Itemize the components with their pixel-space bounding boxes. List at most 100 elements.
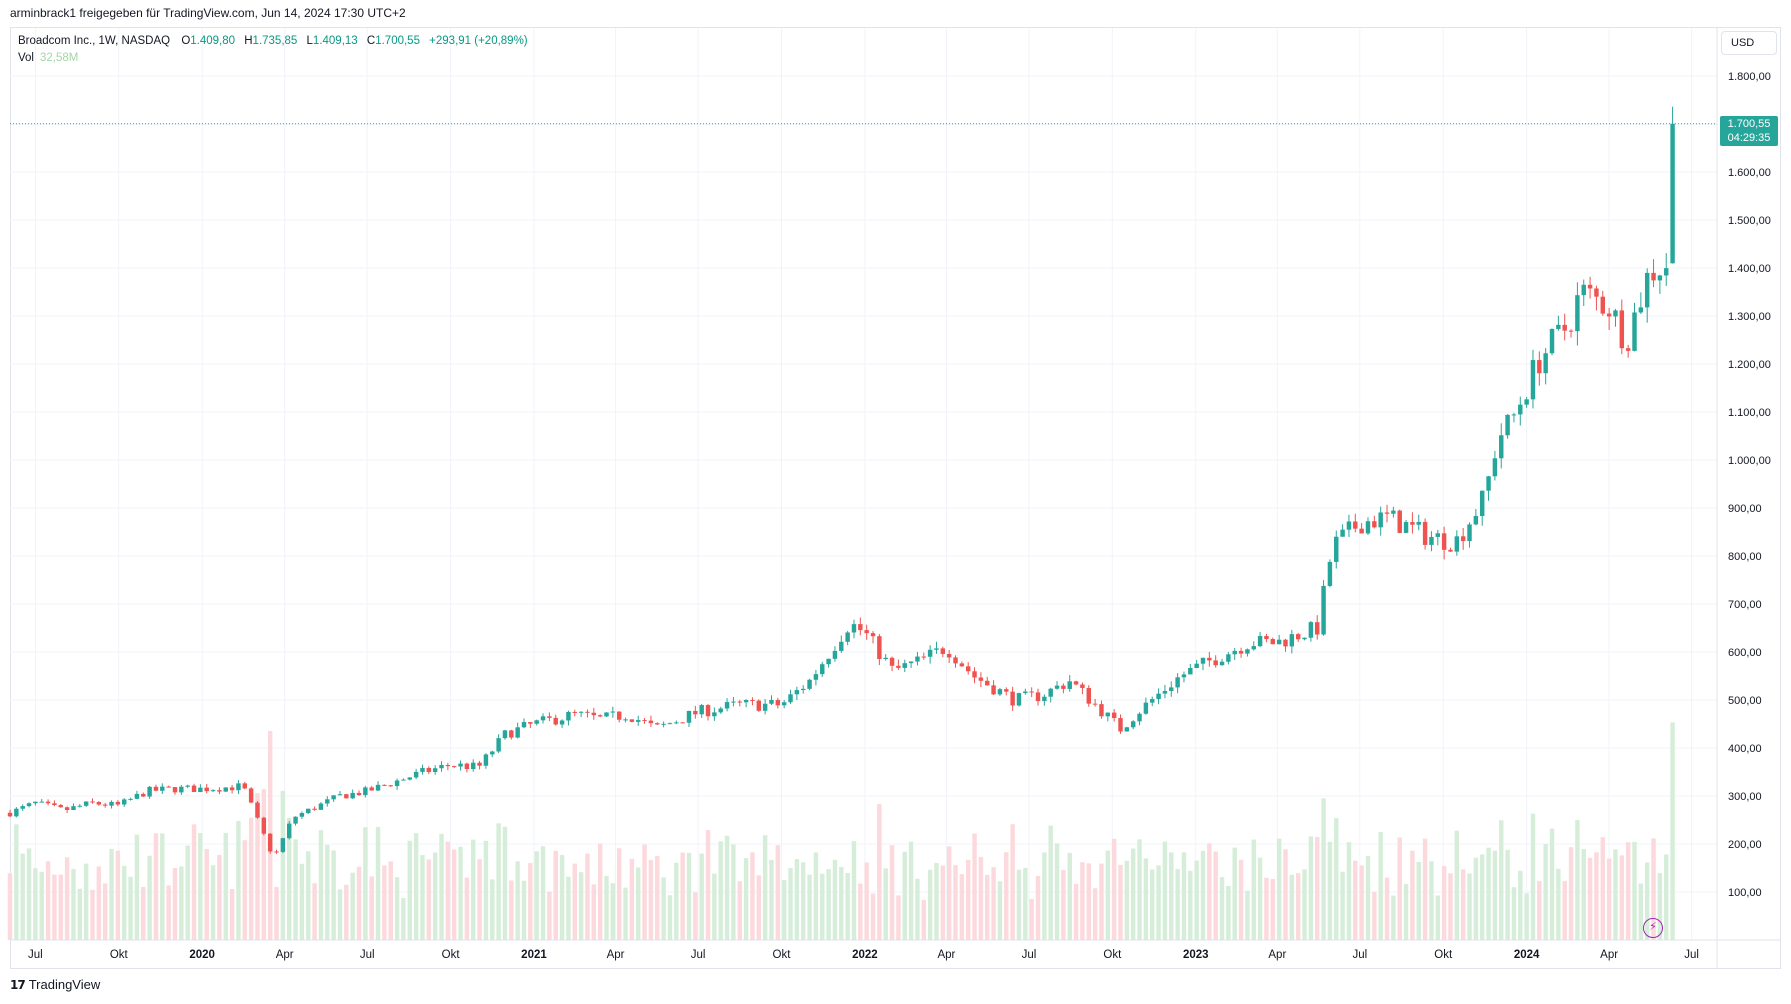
candle-body (1365, 521, 1371, 534)
volume-bar (743, 858, 749, 940)
candle-body (908, 661, 914, 664)
candle-body (985, 680, 990, 686)
volume-bar (737, 881, 742, 940)
candle-body (1587, 284, 1593, 289)
currency-selector[interactable]: USD (1721, 31, 1777, 55)
candle-body (286, 823, 292, 839)
time-tick-label: Jul (28, 949, 43, 961)
volume-bar (477, 859, 482, 940)
volume-bar (610, 883, 616, 940)
time-tick-label: Okt (1434, 949, 1453, 961)
candle-body (820, 664, 825, 675)
time-tick-label: 2024 (1514, 949, 1540, 961)
chart-frame[interactable] (10, 27, 1781, 969)
candle-body (902, 663, 907, 668)
volume-bar (1594, 852, 1599, 940)
volume-bar (661, 877, 666, 940)
candle-body (1111, 712, 1117, 719)
candle-body (1308, 622, 1314, 638)
volume-bar (547, 891, 552, 940)
candle-body (350, 792, 355, 799)
volume-bar (1429, 861, 1434, 940)
candle-body (413, 771, 419, 778)
volume-bar (356, 866, 362, 940)
candle-body (864, 630, 869, 634)
candle-body (1035, 692, 1041, 702)
volume-bar (1111, 838, 1117, 940)
volume-bar (1295, 873, 1301, 940)
volume-bar (1410, 850, 1415, 940)
volume-bar (432, 852, 438, 940)
volume-bar (1156, 865, 1161, 940)
candle-body (185, 785, 190, 787)
candle-body (1606, 313, 1612, 317)
volume-bar (1251, 839, 1256, 940)
candle-body (432, 768, 438, 773)
volume-bar (280, 790, 286, 940)
candle-body (1378, 512, 1383, 528)
candle-body (1245, 649, 1250, 654)
candle-body (737, 701, 742, 703)
volume-bar (490, 879, 495, 940)
volume-bar (420, 855, 425, 940)
last-price-value: 1.700,55 (1727, 117, 1771, 130)
candle-body (39, 801, 44, 803)
candle-body (597, 715, 603, 717)
candle-body (1340, 529, 1345, 537)
volume-bar (471, 839, 476, 940)
volume-bar (20, 853, 25, 940)
volume-bar (439, 833, 444, 940)
candle-body (959, 663, 965, 667)
price-tick-label: 900,00 (1728, 503, 1762, 515)
volume-bar (1327, 841, 1333, 940)
candle-body (940, 648, 946, 654)
candle-body (261, 817, 267, 834)
candle-body (1099, 704, 1104, 717)
candle-body (394, 780, 400, 787)
volume-bar (1219, 877, 1225, 940)
volume-bar (1054, 843, 1060, 940)
volume-bar (572, 863, 577, 940)
candle-body (1264, 635, 1269, 640)
volume-bar (712, 873, 717, 940)
volume-bar (1289, 874, 1295, 940)
volume-bar (1181, 852, 1187, 940)
candle-body (451, 766, 457, 768)
volume-bar (1422, 838, 1428, 940)
candle-body (566, 711, 571, 721)
lightning-icon[interactable]: ⚡ (1643, 918, 1663, 938)
volume-bar (1651, 838, 1656, 940)
price-tick-label: 400,00 (1728, 743, 1762, 755)
volume-bar (141, 886, 146, 940)
volume-bar (1619, 855, 1625, 940)
volume-bar (1505, 849, 1510, 940)
candle-body (655, 723, 660, 725)
candle-body (699, 705, 704, 715)
candle-body (71, 806, 76, 810)
candle-body (1080, 684, 1085, 688)
volume-bar (1092, 888, 1098, 940)
candle-body (559, 720, 565, 725)
volume-bar (1657, 873, 1663, 940)
volume-bar (204, 849, 209, 940)
candle-body (229, 787, 235, 791)
candle-body (616, 711, 622, 720)
candle-body (1232, 650, 1237, 655)
volume-bar (1302, 869, 1307, 940)
candle-body (915, 656, 920, 662)
candle-body (1448, 549, 1453, 552)
candle-body (477, 762, 482, 766)
candle-body (1460, 536, 1466, 542)
candle-body (64, 807, 70, 810)
time-tick-label: Okt (442, 949, 461, 961)
candle-body (1556, 324, 1561, 329)
volume-bar (1511, 887, 1517, 940)
candle-body (439, 764, 444, 769)
tradingview-logo[interactable]: 𝟭𝟳 TradingView (10, 977, 100, 992)
candle-body (1194, 663, 1199, 668)
candle-body (306, 808, 311, 814)
volume-bar (540, 846, 546, 940)
candle-body (356, 792, 362, 796)
volume-bar (985, 874, 990, 940)
